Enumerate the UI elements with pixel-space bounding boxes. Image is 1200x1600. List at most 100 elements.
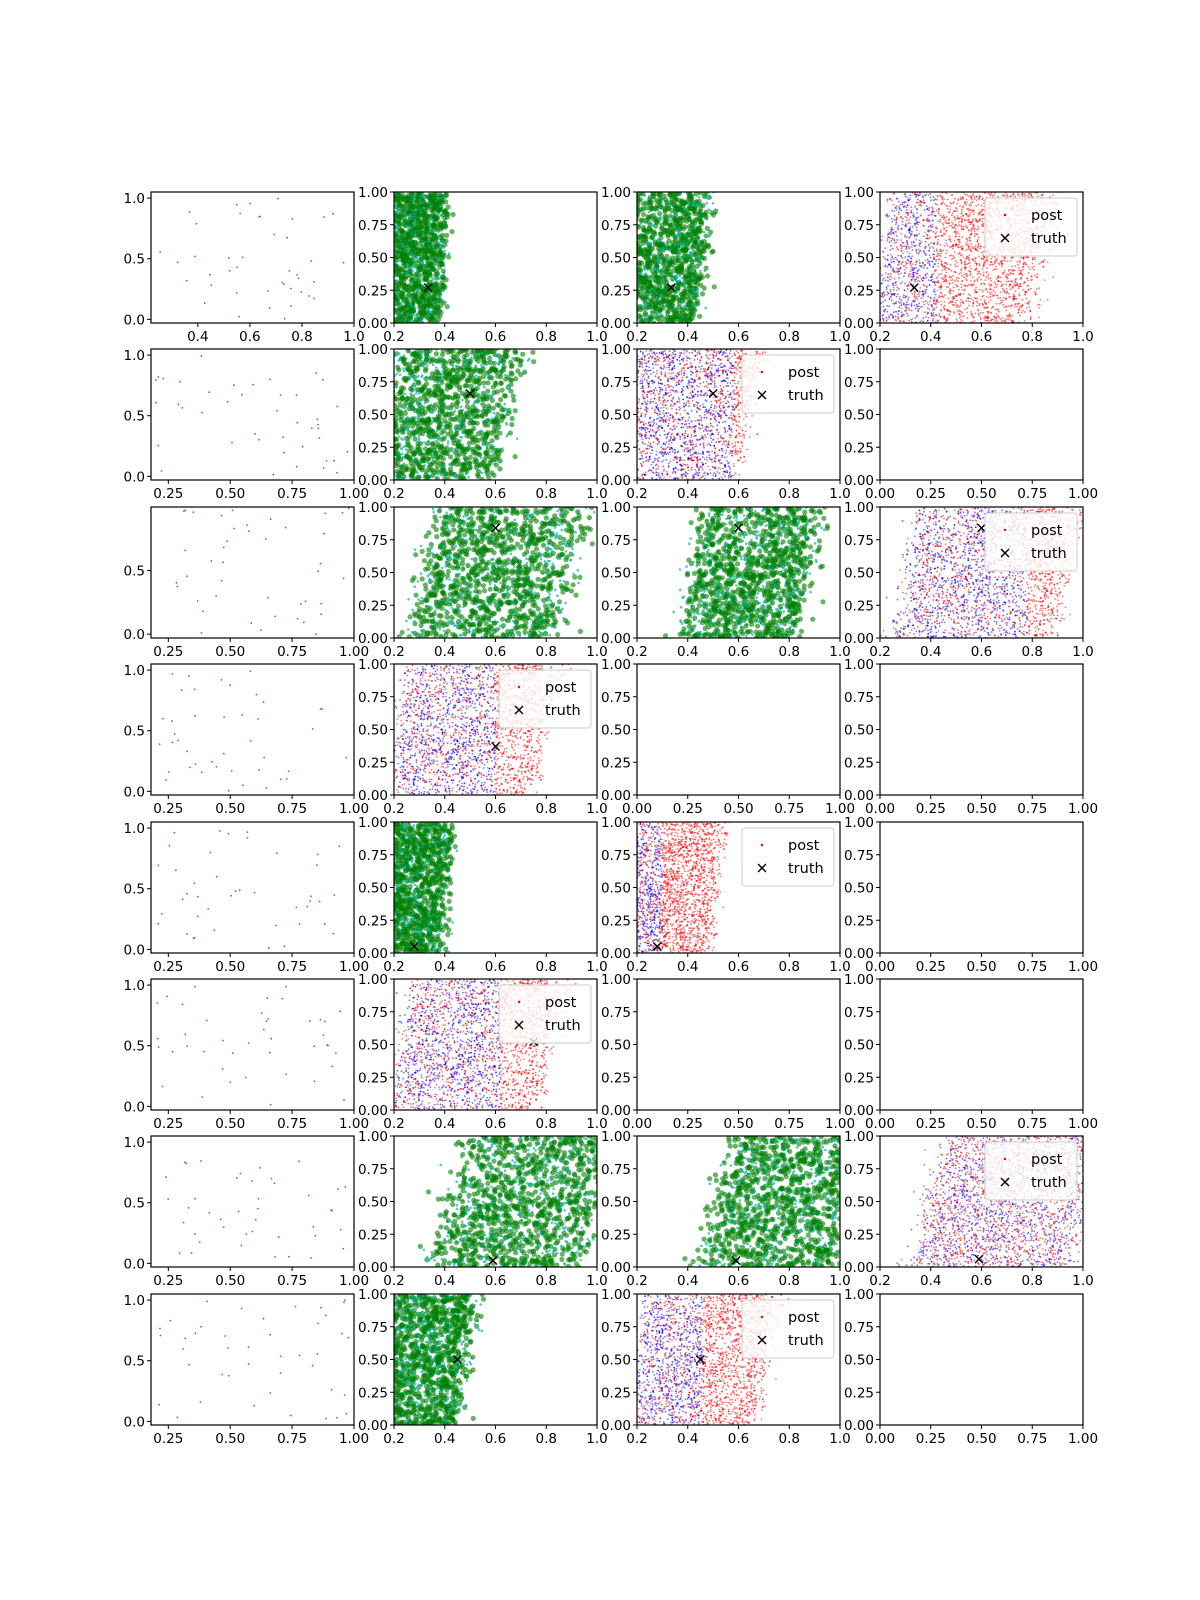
posterior-sample: [901, 311, 903, 313]
posterior-sample: [923, 199, 925, 201]
posterior-sample: [907, 288, 909, 290]
posterior-sample: [931, 213, 933, 215]
sample-point: [282, 282, 284, 284]
posterior-sample: [898, 201, 900, 203]
prior-sample: [652, 256, 657, 261]
posterior-sample: [656, 296, 659, 299]
prior-sample: [700, 291, 705, 296]
posterior-sample: [957, 218, 959, 220]
y-tick-label: 0.00: [601, 316, 631, 332]
posterior-sample: [913, 300, 915, 302]
posterior-sample: [933, 247, 935, 249]
posterior-sample: [400, 313, 403, 316]
posterior-sample: [1038, 307, 1040, 309]
prior-sample: [423, 237, 428, 242]
prior-sample: [684, 219, 689, 224]
prior-sample: [697, 314, 702, 319]
posterior-sample: [939, 215, 941, 217]
y-tick-label: 0.75: [601, 218, 631, 234]
posterior-sample: [649, 242, 652, 245]
posterior-sample: [958, 221, 960, 223]
posterior-sample: [986, 320, 988, 322]
posterior-sample: [936, 199, 938, 201]
posterior-sample: [909, 281, 911, 283]
posterior-sample: [662, 278, 665, 281]
posterior-sample: [914, 281, 916, 283]
prior-sample: [687, 196, 692, 201]
prior-sample: [697, 209, 702, 214]
prior-sample: [395, 286, 400, 291]
posterior-sample: [973, 213, 975, 215]
posterior-sample: [909, 216, 911, 218]
posterior-sample: [885, 272, 887, 274]
prior-sample: [656, 217, 661, 222]
posterior-sample: [900, 283, 902, 285]
posterior-sample: [942, 224, 944, 226]
sample-point: [259, 216, 261, 218]
posterior-sample: [943, 227, 945, 229]
posterior-sample: [982, 221, 984, 223]
posterior-sample: [928, 261, 930, 263]
posterior-sample: [1024, 195, 1026, 197]
posterior-sample: [902, 242, 904, 244]
posterior-sample: [648, 293, 651, 296]
posterior-sample: [886, 288, 888, 290]
posterior-sample: [887, 266, 889, 268]
posterior-sample: [917, 315, 919, 317]
posterior-sample: [981, 211, 983, 213]
prior-sample: [422, 304, 427, 309]
posterior-sample: [940, 310, 942, 312]
prior-sample: [687, 280, 692, 285]
posterior-sample: [915, 297, 917, 299]
posterior-sample: [963, 226, 965, 228]
posterior-sample: [963, 315, 965, 317]
posterior-sample: [958, 239, 960, 241]
posterior-sample: [894, 231, 896, 233]
posterior-sample: [1022, 195, 1024, 197]
posterior-sample: [909, 198, 911, 200]
posterior-sample: [917, 280, 919, 282]
posterior-sample: [1017, 264, 1019, 266]
sample-point: [300, 291, 302, 293]
posterior-sample: [910, 319, 912, 321]
posterior-sample: [996, 278, 998, 280]
posterior-sample: [937, 196, 939, 198]
y-tick-label: 1.0: [124, 191, 145, 207]
posterior-sample: [932, 309, 934, 311]
posterior-sample: [910, 270, 912, 272]
posterior-sample: [966, 239, 968, 241]
posterior-sample: [965, 268, 967, 270]
posterior-sample: [982, 226, 984, 228]
prior-sample: [399, 239, 404, 244]
posterior-sample: [941, 273, 943, 275]
posterior-sample: [975, 313, 977, 315]
posterior-sample: [1037, 304, 1039, 306]
prior-sample: [440, 233, 445, 238]
posterior-sample: [891, 299, 893, 301]
posterior-sample: [937, 255, 939, 257]
sample-point: [229, 270, 231, 272]
prior-sample: [704, 233, 709, 238]
prior-sample: [648, 199, 653, 204]
posterior-sample: [896, 259, 898, 261]
sample-point: [189, 211, 191, 213]
posterior-sample: [918, 259, 920, 261]
posterior-sample: [1005, 318, 1007, 320]
posterior-sample: [906, 206, 908, 208]
posterior-sample: [898, 211, 900, 213]
prior-sample: [657, 308, 662, 313]
posterior-sample: [401, 245, 404, 248]
posterior-sample: [428, 246, 431, 249]
posterior-sample: [909, 194, 911, 196]
prior-sample: [712, 284, 717, 289]
prior-sample: [418, 316, 423, 321]
posterior-sample: [695, 256, 698, 259]
posterior-sample: [923, 235, 925, 237]
posterior-sample: [976, 278, 978, 280]
posterior-sample: [951, 259, 953, 261]
posterior-sample: [969, 215, 971, 217]
posterior-sample: [930, 193, 932, 195]
sample-point: [239, 213, 241, 215]
posterior-sample: [961, 213, 963, 215]
posterior-sample: [916, 208, 918, 210]
